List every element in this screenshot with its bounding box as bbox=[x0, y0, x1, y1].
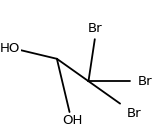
Text: OH: OH bbox=[63, 114, 83, 127]
Text: Br: Br bbox=[88, 22, 102, 34]
Text: Br: Br bbox=[137, 75, 152, 88]
Text: Br: Br bbox=[126, 107, 141, 120]
Text: HO: HO bbox=[0, 43, 20, 55]
